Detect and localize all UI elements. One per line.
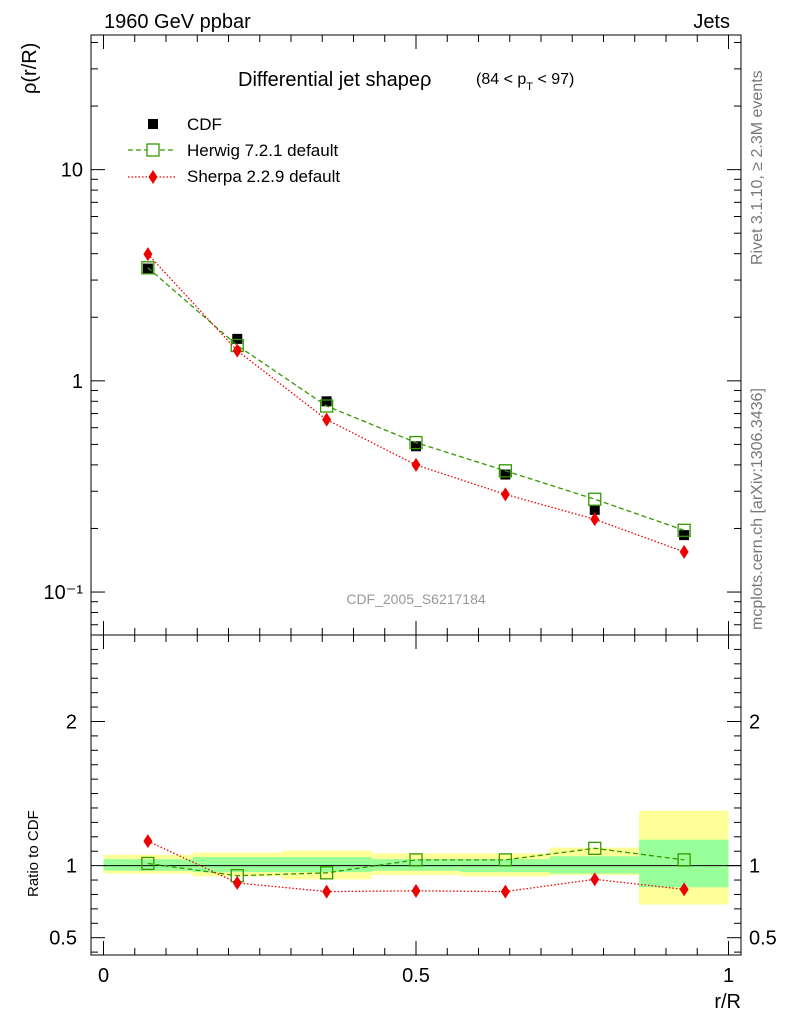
sherpa-line [147, 253, 685, 553]
sherpa-point [143, 247, 153, 262]
rivet-label: Rivet 3.1.10, ≥ 2.3M events [749, 70, 766, 265]
main-title-cut: (84 < pT < 97) [476, 71, 574, 93]
herwig-point [409, 435, 423, 450]
herwig-ratio-point [409, 853, 423, 867]
sherpa-ratio-point [500, 884, 510, 899]
y-tick-label-main: 1 [72, 371, 83, 393]
cdf-point [411, 441, 421, 452]
y-tick-label-main: 10⁻¹ [44, 582, 84, 604]
legend: CDF Herwig 7.2.1 default Sherpa 2.2.9 de… [128, 115, 340, 186]
band-inner [371, 859, 461, 871]
ratio-y-label: Ratio to CDF [25, 810, 42, 897]
herwig-ratio-point [141, 856, 155, 871]
legend-marker-sherpa [148, 170, 158, 184]
herwig-ratio-point [588, 841, 602, 855]
x-axis-label: r/R [714, 991, 741, 1013]
herwig-point [677, 523, 691, 537]
legend-marker-herwig [146, 143, 160, 157]
main-panel: 10⁻¹ 1 10 [44, 35, 741, 635]
band-inner [549, 856, 640, 874]
y-tick-label-ratio-right: 2 [749, 711, 760, 733]
y-tick-label-ratio-right: 1 [749, 856, 760, 878]
header-right: Jets [693, 11, 730, 33]
legend-label-herwig: Herwig 7.2.1 default [187, 141, 338, 160]
sherpa-point [322, 412, 332, 427]
herwig-ratio-line [147, 847, 685, 877]
sherpa-point [590, 512, 600, 527]
sherpa-ratio-point [143, 834, 153, 849]
legend-marker-cdf [148, 119, 158, 129]
cdf-point [321, 396, 332, 407]
source-label: mcplots.cern.ch [arXiv:1306.3436] [749, 388, 766, 630]
x-tick-label: 1 [723, 965, 734, 987]
legend-label-sherpa: Sherpa 2.2.9 default [187, 167, 340, 186]
y-tick-label-ratio: 0.5 [49, 928, 77, 950]
header-left: 1960 GeV ppbar [104, 11, 251, 33]
sherpa-point [411, 457, 421, 472]
sherpa-point [679, 544, 689, 559]
herwig-point [319, 399, 334, 413]
herwig-line [147, 267, 685, 531]
sherpa-point [500, 487, 510, 502]
herwig-ratio-point [319, 866, 334, 880]
ratio-panel: 0 0.5 1 0.5 0.5 1 1 2 2 [49, 635, 777, 987]
sherpa-ratio-point [411, 883, 421, 898]
cdf-point [589, 504, 600, 515]
sherpa-ratio-point [322, 884, 332, 899]
main-title: Differential jet shapeρ [238, 69, 431, 91]
sherpa-point [232, 343, 242, 358]
y-tick-label-ratio: 2 [66, 711, 77, 733]
cdf-point [500, 469, 511, 480]
herwig-point [141, 261, 155, 275]
band-inner [103, 859, 193, 871]
x-tick-label: 0.5 [402, 965, 430, 987]
band-inner [192, 856, 283, 873]
cdf-point [679, 530, 690, 541]
x-tick-label: 0 [98, 965, 109, 987]
sherpa-ratio-point [679, 882, 689, 897]
herwig-ratio-point [498, 853, 513, 867]
herwig-point [588, 492, 602, 506]
y-tick-label-ratio: 1 [66, 856, 77, 878]
main-y-label: ρ(r/R) [19, 43, 41, 94]
sherpa-ratio-point [590, 872, 600, 887]
herwig-ratio-point [677, 853, 691, 867]
herwig-point [498, 464, 513, 478]
y-tick-label-main: 10 [61, 160, 83, 182]
legend-label-cdf: CDF [187, 115, 222, 134]
ratio-frame [90, 634, 742, 956]
band-inner [639, 839, 729, 888]
band-inner [282, 856, 372, 873]
sherpa-ratio-point [232, 875, 242, 890]
watermark: CDF_2005_S6217184 [346, 591, 486, 607]
y-tick-label-ratio-right: 0.5 [749, 928, 777, 950]
